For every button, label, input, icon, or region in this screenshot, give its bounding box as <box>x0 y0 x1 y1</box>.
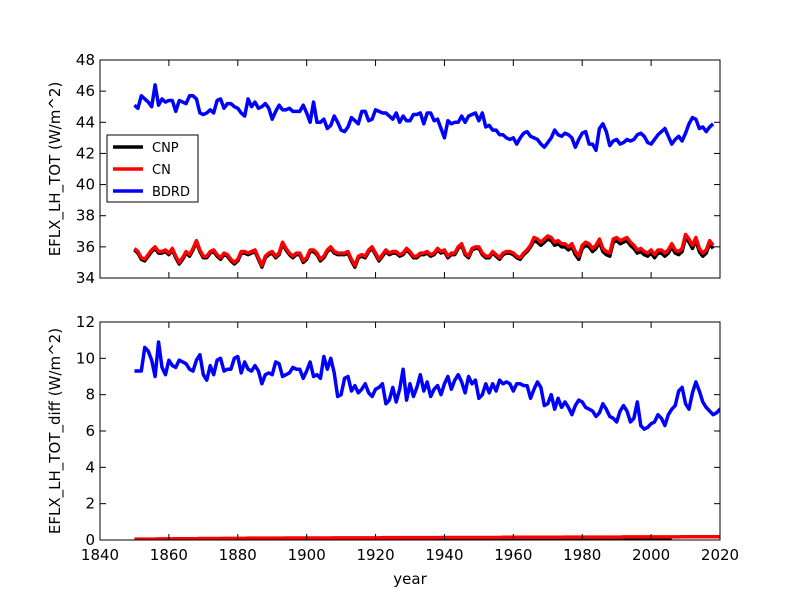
series-line-blue <box>134 340 720 431</box>
axes-frame <box>99 59 721 279</box>
y-tick-label: 36 <box>76 238 95 256</box>
x-tick-label: 1880 <box>219 546 257 564</box>
series-lines <box>133 83 715 269</box>
axes-frame <box>99 321 721 541</box>
x-axis-label: year <box>393 570 427 588</box>
y-tick-label: 44 <box>76 113 95 131</box>
x-tick-label: 1980 <box>563 546 601 564</box>
y-tick-label: 34 <box>76 269 95 287</box>
y-tick-label: 48 <box>76 51 95 69</box>
legend-label-cn: CN <box>152 163 171 178</box>
legend-label-cnp: CNP <box>152 141 179 156</box>
series-line-red <box>134 534 720 540</box>
series-lines <box>134 340 720 540</box>
x-tick-label: 1860 <box>150 546 188 564</box>
legend: CNP CN BDRD <box>106 134 199 203</box>
series-line-cn <box>133 232 715 268</box>
x-tick-label: 2000 <box>632 546 670 564</box>
x-tick-label: 1900 <box>288 546 326 564</box>
x-tick-label: 1940 <box>425 546 463 564</box>
series-line-bdrd <box>133 83 715 153</box>
y-tick-label: 8 <box>85 386 95 404</box>
x-tick-label: 2020 <box>701 546 739 564</box>
y-tick-label: 10 <box>76 349 95 367</box>
y-tick-label: 12 <box>76 313 95 331</box>
y-tick-label: 2 <box>85 495 95 513</box>
bottom-chart-panel: 1840 1860 1880 1900 1920 1940 1960 1980 2000 2020… <box>46 313 739 588</box>
y-tick-label: 42 <box>76 144 95 162</box>
y-tick-label: 0 <box>85 531 95 549</box>
x-tick-label: 1840 <box>81 546 119 564</box>
y-axis-label: EFLX_LH_TOT_diff (W/m^2) <box>46 328 65 534</box>
y-axis-label: EFLX_LH_TOT (W/m^2) <box>46 82 65 257</box>
x-tick-label: 1920 <box>356 546 394 564</box>
x-tick-label: 1960 <box>494 546 532 564</box>
y-tick-label: 4 <box>85 458 95 476</box>
y-tick-label: 46 <box>76 82 95 100</box>
y-tick-label: 38 <box>76 207 95 225</box>
legend-label-bdrd: BDRD <box>152 185 190 200</box>
y-tick-label: 6 <box>85 422 95 440</box>
y-tick-label: 40 <box>76 176 95 194</box>
